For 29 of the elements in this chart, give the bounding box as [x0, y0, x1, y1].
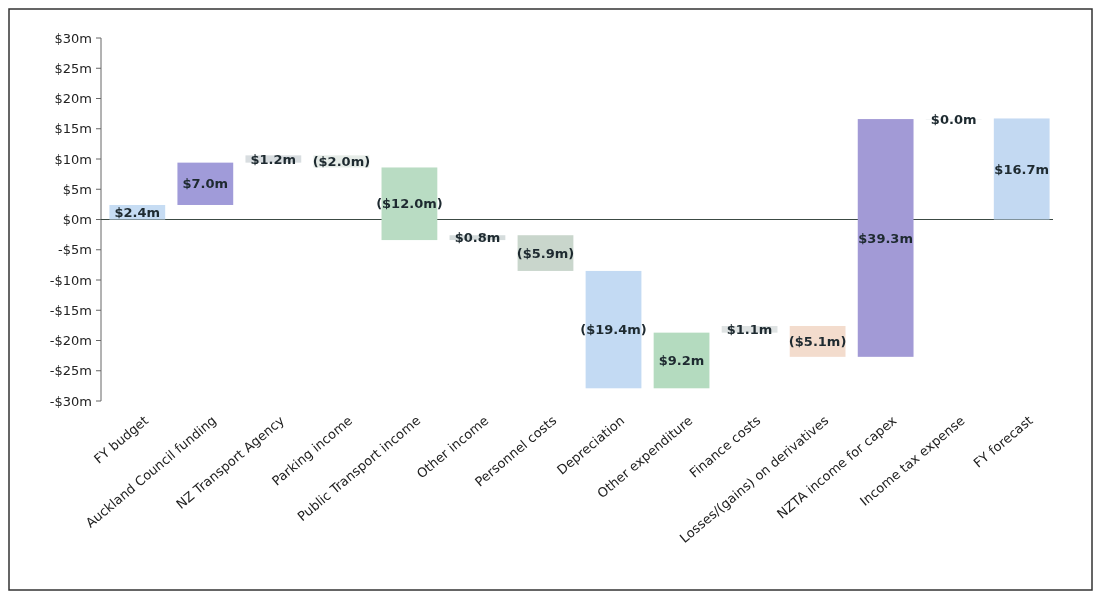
data-label: $1.1m — [726, 321, 773, 337]
data-label: $2.4m — [114, 204, 161, 220]
y-tick-label: $5m — [62, 181, 92, 197]
data-label: $7.0m — [182, 176, 229, 192]
y-tick-label: -$10m — [49, 272, 92, 288]
data-label: $0.8m — [454, 230, 501, 246]
bar — [857, 119, 914, 357]
data-label: $9.2m — [658, 353, 705, 369]
data-label: ($12.0m) — [376, 196, 443, 212]
y-tick-label: -$25m — [49, 363, 92, 379]
y-tick-label: $15m — [54, 121, 92, 137]
y-tick-label: $10m — [54, 151, 92, 167]
y-tick-label: -$30m — [49, 393, 92, 409]
y-tick-label: -$20m — [49, 333, 92, 349]
data-label: ($2.0m) — [312, 153, 371, 169]
data-label: ($5.9m) — [516, 245, 575, 261]
y-tick-label: -$15m — [49, 302, 92, 318]
data-label: $1.2m — [250, 151, 297, 167]
data-label: $16.7m — [994, 161, 1050, 177]
data-label: $39.3m — [858, 230, 913, 246]
y-tick-label: $30m — [54, 30, 92, 46]
data-label: ($19.4m) — [580, 322, 647, 338]
y-tick-label: $0m — [62, 212, 92, 228]
y-tick-label: $25m — [54, 60, 92, 76]
data-label: ($5.1m) — [788, 333, 847, 349]
bar — [993, 118, 1050, 220]
data-label: $0.0m — [930, 111, 977, 127]
y-tick-label: $20m — [54, 91, 92, 107]
y-tick-label: -$5m — [58, 242, 92, 258]
